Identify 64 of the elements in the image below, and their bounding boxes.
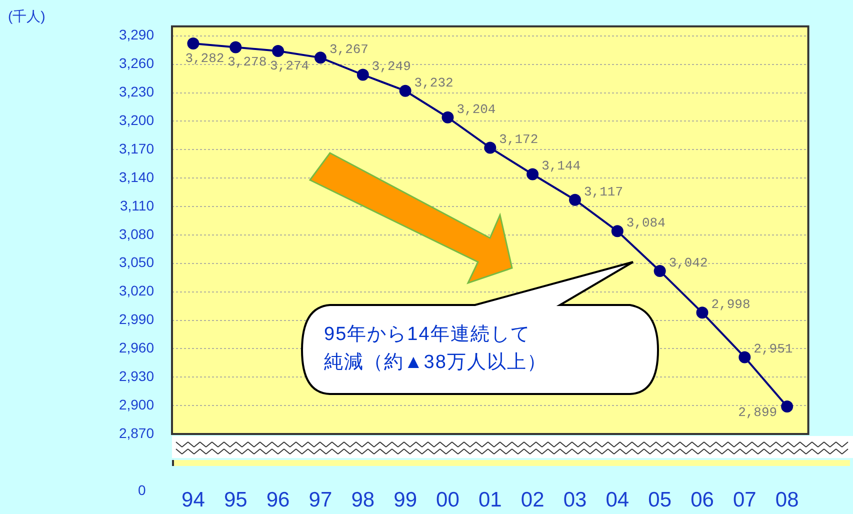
x-tick-label: 99 (394, 488, 417, 512)
point (526, 168, 539, 180)
data-label: 3,144 (542, 158, 581, 174)
point (187, 37, 200, 50)
point (442, 111, 454, 124)
x-tick-label: 05 (648, 488, 672, 512)
annotation: 95年から14年連続して (324, 323, 532, 347)
data-label: 3,274 (270, 58, 310, 74)
y-tick-label: 2,900 (118, 396, 154, 412)
data-label: 3,172 (499, 132, 538, 148)
y-tick-label: 3,080 (118, 226, 154, 242)
y-tick-label: 3,200 (118, 112, 154, 128)
x-tick-label: 06 (690, 488, 714, 512)
y-tick-label: 3,050 (118, 254, 154, 270)
data-label: 3,084 (626, 216, 666, 231)
data-label: 3,249 (372, 59, 411, 74)
data-label: 2,951 (754, 342, 793, 357)
y-tick-label: 3,290 (118, 26, 154, 43)
x-tick-label: 98 (351, 488, 375, 512)
y-tick-label: 3,020 (118, 282, 154, 299)
x-tick-label: 02 (520, 488, 544, 512)
annotation: 純減（約▲38万人以上） (324, 351, 548, 375)
x-tick-label: 03 (563, 488, 587, 512)
point (696, 306, 708, 319)
y-tick-label: 3,170 (118, 140, 154, 156)
y-tick-label: 3,260 (118, 55, 154, 72)
y-tick-label: 2,870 (118, 424, 154, 441)
x-tick-label: 01 (478, 488, 502, 512)
point (738, 351, 751, 364)
point (654, 264, 666, 277)
data-label: 2,998 (711, 297, 750, 312)
x-tick-label: 95 (224, 488, 248, 512)
x-tick-label: 97 (308, 488, 332, 512)
y-tick-label: 2,990 (118, 311, 154, 328)
x-tick-label: 08 (775, 488, 799, 512)
text: (千人) (8, 8, 46, 26)
point (611, 225, 624, 238)
y-tick-label: 3,140 (118, 168, 154, 185)
x-tick-label: 07 (732, 488, 756, 512)
point (484, 142, 496, 154)
text: 0 (138, 482, 146, 498)
data-label: 3,267 (329, 42, 368, 58)
data-label: 3,204 (456, 102, 496, 117)
point (399, 84, 412, 97)
data-label: 2,899 (738, 404, 778, 420)
data-label: 3,282 (185, 50, 224, 66)
point (356, 68, 369, 81)
point (230, 41, 242, 54)
point (314, 52, 326, 64)
y-tick-label: 2,960 (118, 340, 154, 356)
data-label: 3,278 (228, 54, 267, 70)
point (781, 400, 794, 413)
y-tick-label: 3,110 (120, 197, 154, 214)
y-tick-label: 2,930 (118, 368, 154, 384)
y-tick-label: 3,230 (118, 84, 154, 100)
x-tick-label: 00 (436, 488, 460, 512)
x-tick-label: 96 (266, 488, 290, 512)
x-tick-label: 04 (606, 488, 630, 512)
point (568, 194, 581, 206)
data-label: 3,117 (584, 184, 624, 200)
x-tick-label: 94 (182, 488, 206, 512)
data-label: 3,232 (414, 75, 454, 90)
point (272, 45, 284, 58)
data-label: 3,042 (668, 255, 708, 270)
